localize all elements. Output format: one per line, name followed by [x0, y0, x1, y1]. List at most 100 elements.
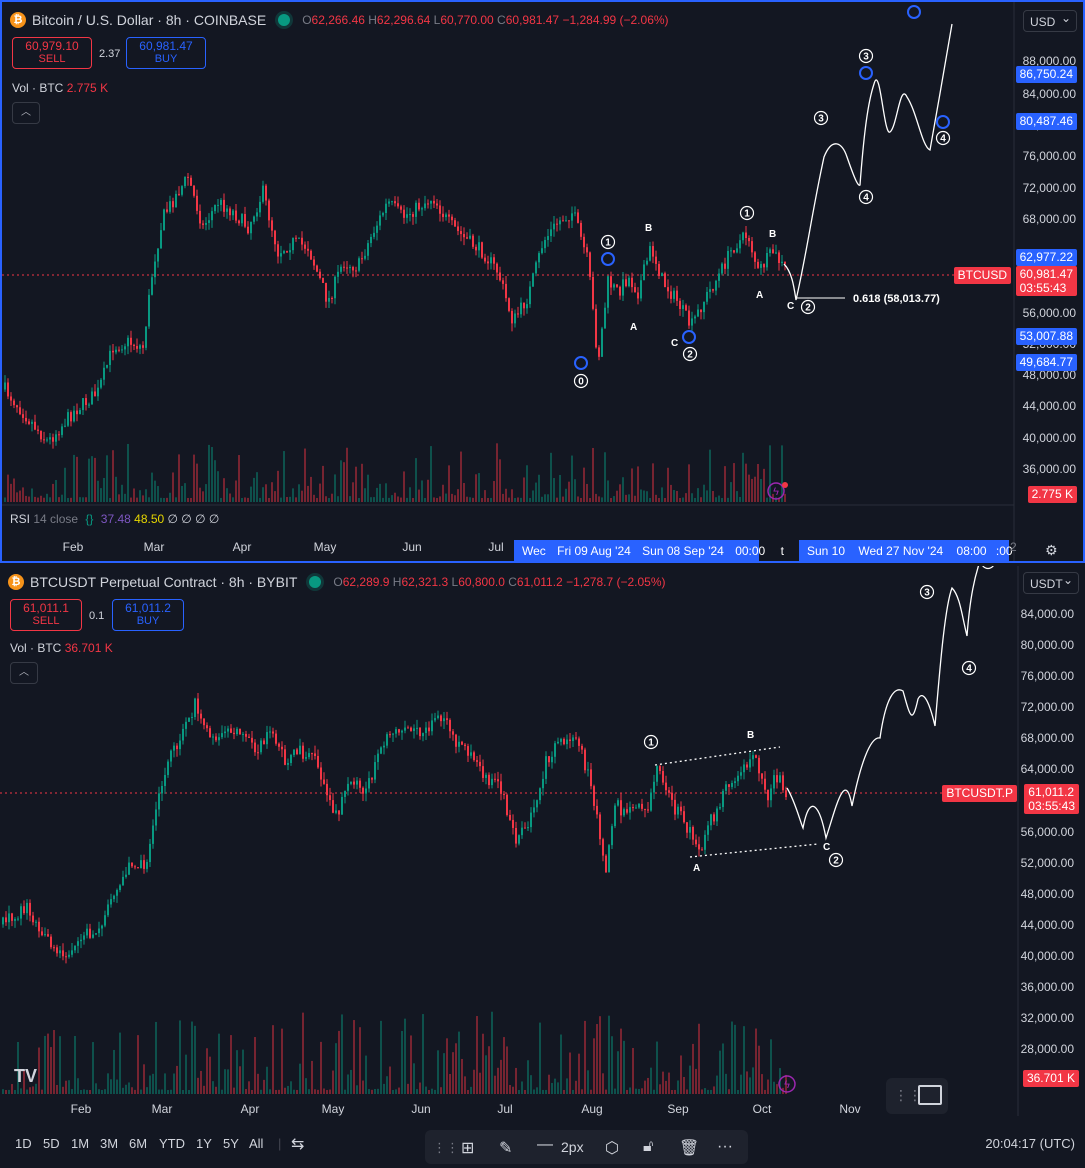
wave-2: [828, 852, 844, 868]
tradingview-logo[interactable]: TV: [14, 1066, 38, 1086]
time-axis[interactable]: Feb Mar Apr May Jun Jul Aug Sep Oct Nov: [0, 1102, 1085, 1116]
volume-bar: [311, 1060, 313, 1094]
candle-body: [40, 430, 42, 440]
volume-bar: [595, 493, 597, 502]
chart-pane-btcusd[interactable]: 88,000.0084,000.0080,000.0076,000.0072,0…: [0, 0, 1085, 563]
candle-body: [484, 257, 486, 262]
candle-body: [59, 950, 61, 954]
snapshot-toolbar[interactable]: ⋮⋮: [886, 1078, 948, 1114]
candle-body: [398, 729, 400, 733]
symbol-title[interactable]: BTCUSDT Perpetual Contract · 8h · BYBIT: [30, 574, 298, 590]
candle-body: [38, 921, 40, 932]
candle-body: [677, 806, 679, 815]
utc-clock[interactable]: 20:04:17 (UTC): [985, 1136, 1075, 1151]
volume-bar: [530, 1075, 532, 1094]
volume-bar: [331, 493, 333, 502]
settings-hexagon-icon[interactable]: ⬡: [605, 1140, 619, 1157]
range-1m-button[interactable]: 1M: [71, 1136, 90, 1151]
image-icon[interactable]: [918, 1085, 942, 1105]
price-chart-btcusd[interactable]: 88,000.0084,000.0080,000.0076,000.0072,0…: [2, 2, 1083, 561]
volume-bar: [455, 1043, 457, 1094]
volume-bar: [266, 1066, 268, 1094]
volume-bar: [610, 497, 612, 502]
candle-body: [773, 775, 775, 789]
candle-body: [493, 257, 495, 264]
lock-icon[interactable]: 🔓︎: [643, 1138, 654, 1155]
candle-body: [347, 783, 349, 791]
range-1y-button[interactable]: 1Y: [196, 1136, 212, 1151]
buy-button[interactable]: 61,011.2 BUY: [112, 599, 184, 631]
candle-body: [686, 822, 688, 833]
time-axis[interactable]: Feb Mar Apr May Jun Jul Wec Fri 09 Aug '…: [2, 540, 1083, 561]
volume-bar: [671, 1089, 673, 1094]
volume-bar: [133, 488, 135, 502]
range-ytd-button[interactable]: YTD: [159, 1136, 185, 1151]
candle-body: [727, 250, 729, 269]
drag-handle-icon[interactable]: ⋮⋮: [433, 1140, 459, 1155]
range-5d-button[interactable]: 5D: [43, 1136, 60, 1151]
volume-bar: [521, 1081, 523, 1094]
candle-body: [256, 212, 258, 217]
candle-body: [388, 201, 390, 204]
price-chart-btcusdt[interactable]: 84,000.00 80,000.00 76,000.00 72,000.00 68,0…: [0, 566, 1085, 1116]
candle-body: [133, 344, 135, 347]
currency-select[interactable]: USD: [1023, 7, 1077, 32]
candle-body: [235, 210, 237, 221]
range-1d-button[interactable]: 1D: [15, 1136, 32, 1151]
collapse-legend-button[interactable]: ︿: [10, 662, 38, 684]
currency-select[interactable]: USDT: [1023, 569, 1079, 594]
chart-pane-btcusdt[interactable]: 84,000.00 80,000.00 76,000.00 72,000.00 68,0…: [0, 566, 1085, 1116]
candle-body: [364, 255, 366, 259]
gear-icon[interactable]: ⚙: [1045, 542, 1058, 558]
volume-bar: [550, 452, 552, 502]
collapse-legend-button[interactable]: ︿: [12, 102, 40, 124]
candle-body: [353, 781, 355, 785]
more-icon[interactable]: ···: [717, 1138, 733, 1155]
volume-bar: [176, 1065, 178, 1094]
volume-bar: [25, 495, 27, 502]
candle-body: [634, 287, 636, 293]
rsi-settings-icon[interactable]: {}: [85, 512, 94, 526]
object-tree-icon[interactable]: ⊞: [461, 1140, 475, 1157]
drag-handle-icon[interactable]: ⋮⋮: [894, 1087, 922, 1103]
volume-bar: [697, 488, 699, 502]
pencil-icon[interactable]: ✎: [499, 1140, 513, 1157]
candle-body: [722, 790, 724, 808]
candle-body: [58, 434, 60, 436]
candle-body: [428, 727, 430, 732]
candle-body: [718, 273, 720, 281]
candle-body: [290, 754, 292, 763]
goto-date-icon[interactable]: ⇆: [291, 1136, 305, 1153]
line-stroke-icon[interactable]: —: [537, 1136, 553, 1153]
candle-body: [617, 800, 619, 806]
candle-body: [385, 203, 387, 213]
symbol-title[interactable]: Bitcoin / U.S. Dollar · 8h · COINBASE: [32, 12, 267, 28]
candle-body: [371, 778, 373, 780]
trash-icon[interactable]: 🗑︎: [679, 1140, 700, 1157]
candle-body: [676, 290, 678, 301]
candle-body: [410, 727, 412, 731]
range-5y-button[interactable]: 5Y: [223, 1136, 239, 1151]
range-3m-button[interactable]: 3M: [100, 1136, 119, 1151]
buy-button[interactable]: 60,981.47 BUY: [126, 37, 206, 69]
volume-bar: [332, 1070, 334, 1094]
candle-body: [772, 249, 774, 254]
sell-button[interactable]: 61,011.1 SELL: [10, 599, 82, 631]
volume-bar: [292, 488, 294, 502]
candle-body: [632, 807, 634, 809]
volume-bar: [712, 491, 714, 502]
candle-body: [598, 347, 600, 357]
candle-body: [442, 213, 444, 218]
candle-body: [323, 779, 325, 784]
marker: [936, 115, 950, 129]
volume-bar: [553, 478, 555, 502]
range-6m-button[interactable]: 6M: [129, 1136, 148, 1151]
marker: [682, 330, 696, 344]
volume-bar: [19, 490, 21, 502]
stroke-width-value[interactable]: 2px: [561, 1139, 584, 1155]
candle-body: [152, 825, 154, 844]
range-all-button[interactable]: All: [249, 1136, 264, 1151]
volume-bar: [164, 1073, 166, 1094]
sell-button[interactable]: 60,979.10 SELL: [12, 37, 92, 69]
volume-bar: [529, 498, 531, 502]
